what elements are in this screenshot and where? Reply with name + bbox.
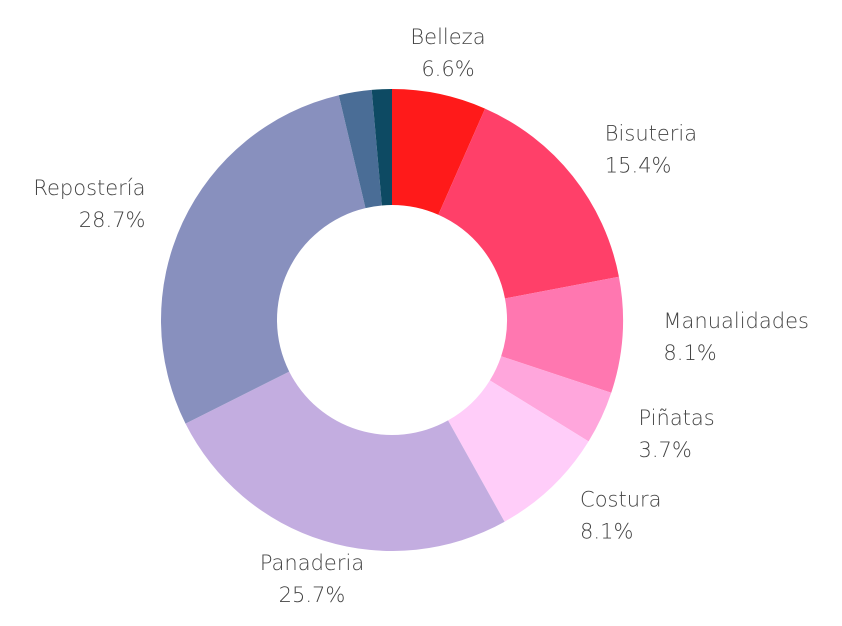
slice-label: Bisuteria — [605, 122, 697, 146]
slice-label: Manualidades — [663, 309, 809, 333]
slice-value-label: 15.4% — [605, 154, 672, 178]
slice-label: Repostería — [33, 176, 145, 200]
slice — [338, 89, 382, 209]
slice — [448, 380, 589, 522]
slice-value-label: 28.7% — [79, 208, 146, 232]
slice-value-label: 6.6% — [421, 57, 474, 81]
slice — [160, 95, 366, 424]
slice-value-label: 25.7% — [279, 583, 346, 607]
slice-label: Costura — [580, 488, 662, 512]
slice — [392, 89, 486, 215]
slice — [501, 276, 623, 393]
slice-label: Belleza — [410, 25, 485, 49]
slice-label: Piñatas — [638, 406, 714, 430]
slice-value-label: 8.1% — [580, 520, 633, 544]
slice-value-label: 3.7% — [638, 438, 691, 462]
slice — [185, 371, 505, 552]
slice-value-label: 8.1% — [663, 341, 716, 365]
slice — [371, 89, 392, 206]
slice — [489, 356, 612, 442]
slice — [438, 108, 619, 299]
slice-label: Panaderia — [260, 551, 364, 575]
